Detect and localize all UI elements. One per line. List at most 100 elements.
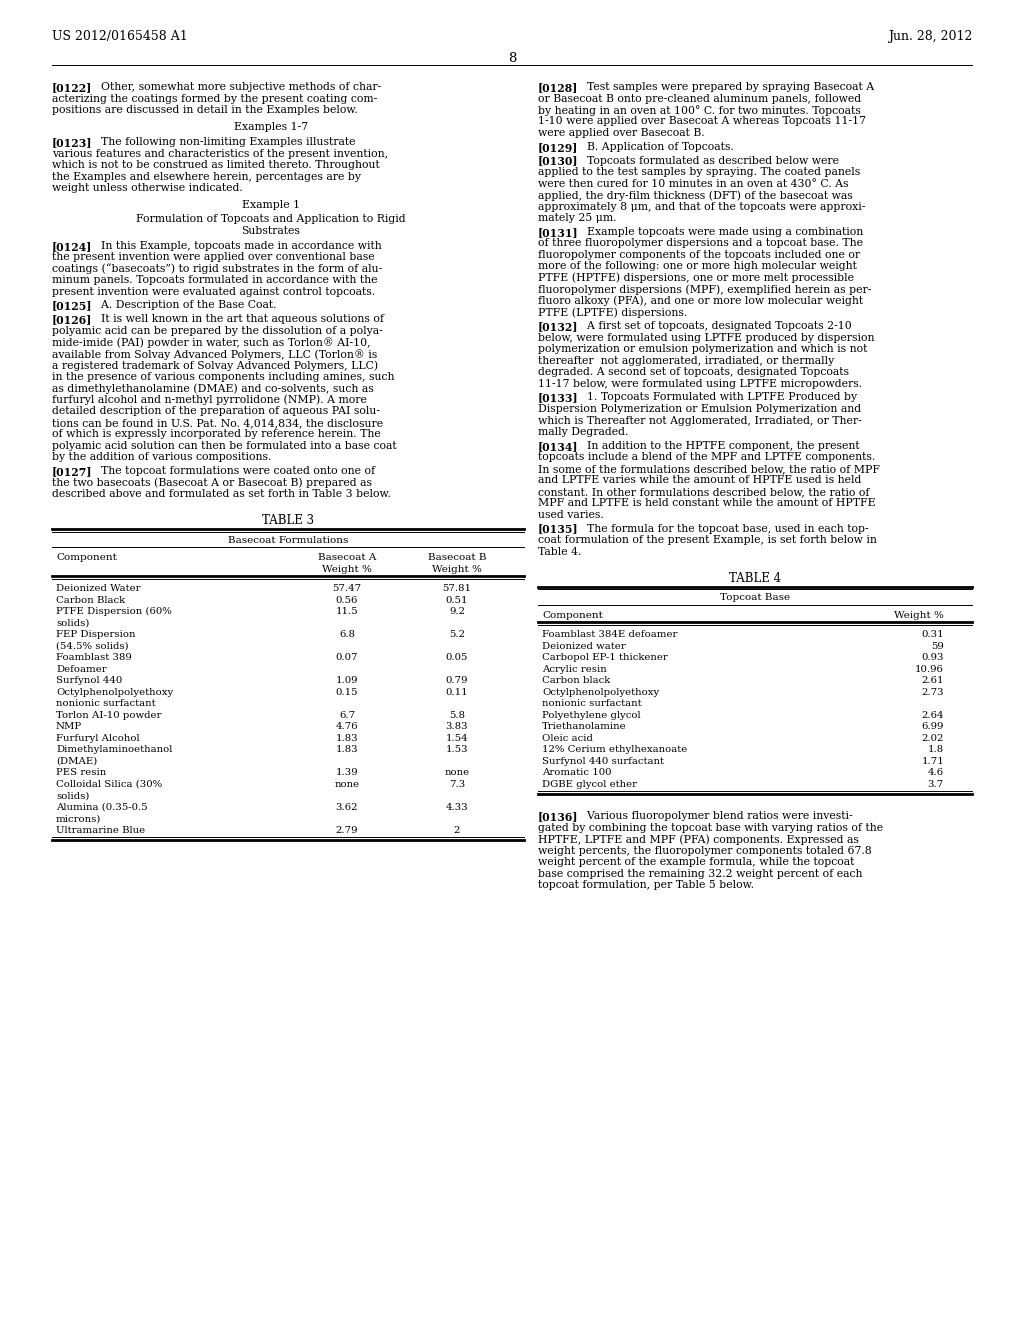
Text: Carbon black: Carbon black bbox=[542, 676, 610, 685]
Text: [0129]: [0129] bbox=[538, 141, 579, 153]
Text: were then cured for 10 minutes in an oven at 430° C. As: were then cured for 10 minutes in an ove… bbox=[538, 178, 849, 189]
Text: 7.3: 7.3 bbox=[449, 780, 465, 789]
Text: 0.56: 0.56 bbox=[336, 595, 358, 605]
Text: [0128]: [0128] bbox=[538, 82, 579, 92]
Text: PTFE Dispersion (60%: PTFE Dispersion (60% bbox=[56, 607, 172, 616]
Text: 2.73: 2.73 bbox=[922, 688, 944, 697]
Text: Surfynol 440: Surfynol 440 bbox=[56, 676, 122, 685]
Text: 6.8: 6.8 bbox=[339, 631, 355, 639]
Text: A. Description of the Base Coat.: A. Description of the Base Coat. bbox=[94, 301, 276, 310]
Text: [0127]: [0127] bbox=[52, 466, 92, 477]
Text: Furfuryl Alcohol: Furfuryl Alcohol bbox=[56, 734, 139, 743]
Text: It is well known in the art that aqueous solutions of: It is well known in the art that aqueous… bbox=[94, 314, 384, 325]
Text: by the addition of various compositions.: by the addition of various compositions. bbox=[52, 453, 271, 462]
Text: 11.5: 11.5 bbox=[336, 607, 358, 616]
Text: In this Example, topcoats made in accordance with: In this Example, topcoats made in accord… bbox=[94, 240, 382, 251]
Text: 5.8: 5.8 bbox=[449, 711, 465, 719]
Text: below, were formulated using LPTFE produced by dispersion: below, were formulated using LPTFE produ… bbox=[538, 333, 874, 343]
Text: MPF and LPTFE is held constant while the amount of HPTFE: MPF and LPTFE is held constant while the… bbox=[538, 499, 876, 508]
Text: Surfynol 440 surfactant: Surfynol 440 surfactant bbox=[542, 756, 664, 766]
Text: gated by combining the topcoat base with varying ratios of the: gated by combining the topcoat base with… bbox=[538, 822, 883, 833]
Text: microns): microns) bbox=[56, 814, 101, 824]
Text: Other, somewhat more subjective methods of char-: Other, somewhat more subjective methods … bbox=[94, 82, 381, 92]
Text: In addition to the HPTFE component, the present: In addition to the HPTFE component, the … bbox=[580, 441, 859, 451]
Text: 12% Cerium ethylhexanoate: 12% Cerium ethylhexanoate bbox=[542, 746, 687, 754]
Text: TABLE 3: TABLE 3 bbox=[262, 515, 314, 528]
Text: fluoropolymer components of the topcoats included one or: fluoropolymer components of the topcoats… bbox=[538, 249, 860, 260]
Text: Example topcoats were made using a combination: Example topcoats were made using a combi… bbox=[580, 227, 863, 236]
Text: polyamic acid can be prepared by the dissolution of a polya-: polyamic acid can be prepared by the dis… bbox=[52, 326, 383, 335]
Text: 0.07: 0.07 bbox=[336, 653, 358, 663]
Text: 4.6: 4.6 bbox=[928, 768, 944, 777]
Text: as dimethylethanolamine (DMAE) and co-solvents, such as: as dimethylethanolamine (DMAE) and co-so… bbox=[52, 383, 374, 393]
Text: Table 4.: Table 4. bbox=[538, 546, 582, 557]
Text: 3.62: 3.62 bbox=[336, 803, 358, 812]
Text: [0134]: [0134] bbox=[538, 441, 579, 451]
Text: Basecoat B: Basecoat B bbox=[428, 553, 486, 562]
Text: 0.11: 0.11 bbox=[445, 688, 468, 697]
Text: 2.64: 2.64 bbox=[922, 711, 944, 719]
Text: 4.76: 4.76 bbox=[336, 722, 358, 731]
Text: 0.51: 0.51 bbox=[445, 595, 468, 605]
Text: fluoropolymer dispersions (MPF), exemplified herein as per-: fluoropolymer dispersions (MPF), exempli… bbox=[538, 284, 871, 294]
Text: approximately 8 μm, and that of the topcoats were approxi-: approximately 8 μm, and that of the topc… bbox=[538, 202, 865, 211]
Text: Acrylic resin: Acrylic resin bbox=[542, 665, 607, 673]
Text: 0.05: 0.05 bbox=[445, 653, 468, 663]
Text: in the presence of various components including amines, such: in the presence of various components in… bbox=[52, 372, 394, 381]
Text: polyamic acid solution can then be formulated into a base coat: polyamic acid solution can then be formu… bbox=[52, 441, 396, 451]
Text: Colloidal Silica (30%: Colloidal Silica (30% bbox=[56, 780, 162, 789]
Text: Topcoats formulated as described below were: Topcoats formulated as described below w… bbox=[580, 156, 839, 165]
Text: constant. In other formulations described below, the ratio of: constant. In other formulations describe… bbox=[538, 487, 869, 496]
Text: 8: 8 bbox=[508, 51, 516, 65]
Text: were applied over Basecoat B.: were applied over Basecoat B. bbox=[538, 128, 705, 139]
Text: [0133]: [0133] bbox=[538, 392, 579, 404]
Text: applied, the dry-film thickness (DFT) of the basecoat was: applied, the dry-film thickness (DFT) of… bbox=[538, 190, 853, 201]
Text: mately 25 μm.: mately 25 μm. bbox=[538, 213, 616, 223]
Text: Formulation of Topcoats and Application to Rigid: Formulation of Topcoats and Application … bbox=[136, 214, 406, 224]
Text: HPTFE, LPTFE and MPF (PFA) components. Expressed as: HPTFE, LPTFE and MPF (PFA) components. E… bbox=[538, 834, 859, 845]
Text: 9.2: 9.2 bbox=[449, 607, 465, 616]
Text: positions are discussed in detail in the Examples below.: positions are discussed in detail in the… bbox=[52, 106, 357, 115]
Text: none: none bbox=[444, 768, 470, 777]
Text: Triethanolamine: Triethanolamine bbox=[542, 722, 627, 731]
Text: Octylphenolpolyethoxy: Octylphenolpolyethoxy bbox=[56, 688, 173, 697]
Text: 2.61: 2.61 bbox=[922, 676, 944, 685]
Text: by heating in an oven at 100° C. for two minutes. Topcoats: by heating in an oven at 100° C. for two… bbox=[538, 106, 861, 116]
Text: (DMAE): (DMAE) bbox=[56, 756, 97, 766]
Text: acterizing the coatings formed by the present coating com-: acterizing the coatings formed by the pr… bbox=[52, 94, 377, 103]
Text: base comprised the remaining 32.2 weight percent of each: base comprised the remaining 32.2 weight… bbox=[538, 869, 862, 879]
Text: PTFE (HPTFE) dispersions, one or more melt processible: PTFE (HPTFE) dispersions, one or more me… bbox=[538, 273, 854, 284]
Text: [0122]: [0122] bbox=[52, 82, 92, 92]
Text: 1-10 were applied over Basecoat A whereas Topcoats 11-17: 1-10 were applied over Basecoat A wherea… bbox=[538, 116, 866, 127]
Text: Aromatic 100: Aromatic 100 bbox=[542, 768, 611, 777]
Text: Jun. 28, 2012: Jun. 28, 2012 bbox=[888, 30, 972, 44]
Text: [0136]: [0136] bbox=[538, 810, 579, 822]
Text: 1.53: 1.53 bbox=[445, 746, 468, 754]
Text: Ultramarine Blue: Ultramarine Blue bbox=[56, 826, 145, 834]
Text: 6.7: 6.7 bbox=[339, 711, 355, 719]
Text: Defoamer: Defoamer bbox=[56, 665, 106, 673]
Text: [0131]: [0131] bbox=[538, 227, 579, 238]
Text: Topcoat Base: Topcoat Base bbox=[720, 594, 791, 602]
Text: Deionized water: Deionized water bbox=[542, 642, 626, 651]
Text: 6.99: 6.99 bbox=[922, 722, 944, 731]
Text: [0126]: [0126] bbox=[52, 314, 92, 325]
Text: Oleic acid: Oleic acid bbox=[542, 734, 593, 743]
Text: 1.8: 1.8 bbox=[928, 746, 944, 754]
Text: The formula for the topcoat base, used in each top-: The formula for the topcoat base, used i… bbox=[580, 524, 868, 533]
Text: Basecoat A: Basecoat A bbox=[317, 553, 376, 562]
Text: nonionic surfactant: nonionic surfactant bbox=[542, 700, 642, 709]
Text: [0135]: [0135] bbox=[538, 524, 579, 535]
Text: 0.79: 0.79 bbox=[445, 676, 468, 685]
Text: none: none bbox=[335, 780, 359, 789]
Text: the Examples and elsewhere herein, percentages are by: the Examples and elsewhere herein, perce… bbox=[52, 172, 361, 182]
Text: Octylphenolpolyethoxy: Octylphenolpolyethoxy bbox=[542, 688, 659, 697]
Text: Deionized Water: Deionized Water bbox=[56, 585, 140, 594]
Text: and LPTFE varies while the amount of HPTFE used is held: and LPTFE varies while the amount of HPT… bbox=[538, 475, 861, 486]
Text: Carbon Black: Carbon Black bbox=[56, 595, 125, 605]
Text: 11-17 below, were formulated using LPTFE micropowders.: 11-17 below, were formulated using LPTFE… bbox=[538, 379, 862, 388]
Text: Basecoat Formulations: Basecoat Formulations bbox=[227, 536, 348, 545]
Text: US 2012/0165458 A1: US 2012/0165458 A1 bbox=[52, 30, 187, 44]
Text: thereafter  not agglomerated, irradiated, or thermally: thereafter not agglomerated, irradiated,… bbox=[538, 355, 835, 366]
Text: Substrates: Substrates bbox=[242, 226, 300, 236]
